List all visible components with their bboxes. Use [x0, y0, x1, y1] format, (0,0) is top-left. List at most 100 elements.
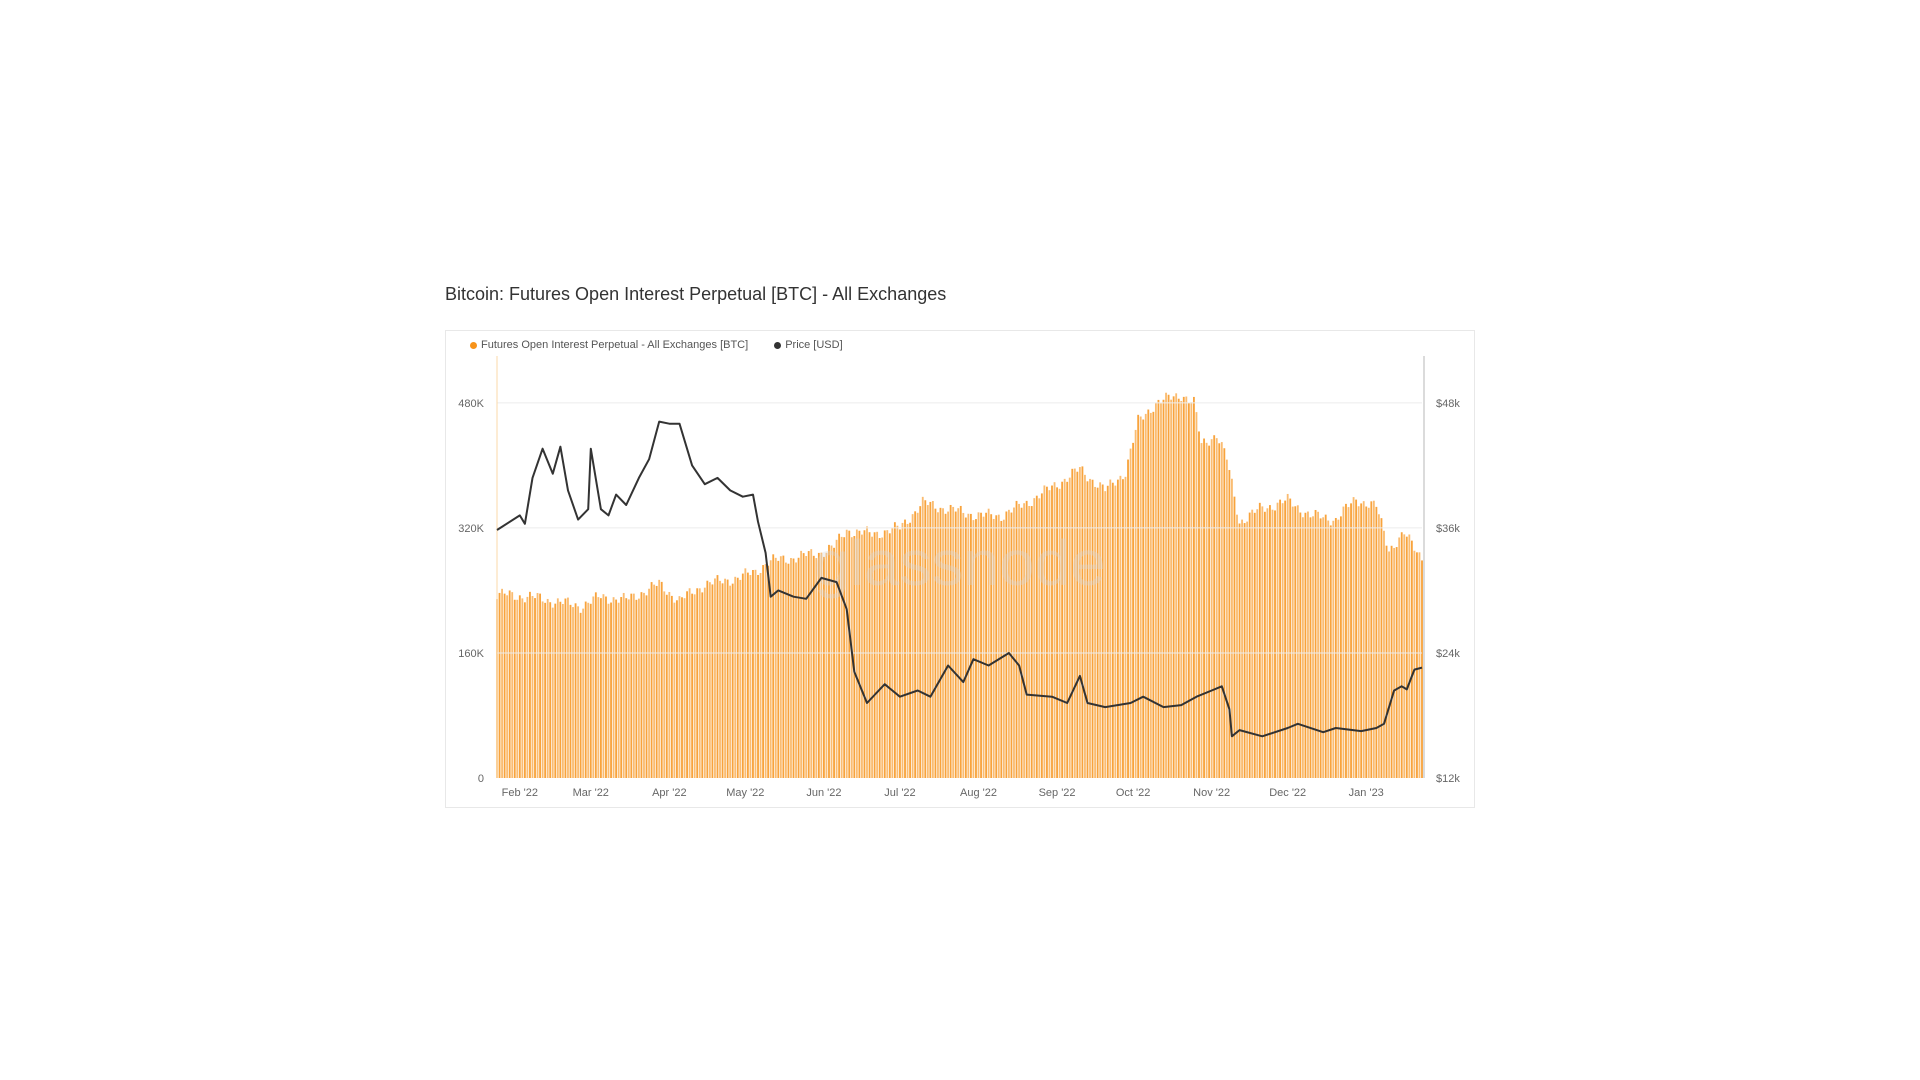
open-interest-bar [716, 575, 719, 778]
open-interest-bar [792, 558, 795, 778]
open-interest-bar [934, 508, 937, 778]
open-interest-bar [660, 581, 663, 778]
legend-item-open-interest[interactable]: Futures Open Interest Perpetual - All Ex… [470, 339, 748, 351]
open-interest-bar [954, 511, 957, 778]
open-interest-bar [1205, 442, 1208, 778]
open-interest-bar [762, 565, 765, 778]
open-interest-bar [1317, 511, 1320, 778]
open-interest-bar [924, 500, 927, 778]
open-interest-bar [1172, 396, 1175, 778]
open-interest-bar [1370, 501, 1373, 778]
open-interest-bar [777, 560, 780, 778]
open-interest-bar [1398, 537, 1401, 778]
open-interest-bar [579, 612, 582, 778]
open-interest-bar [937, 512, 939, 778]
open-interest-bar [1203, 438, 1205, 778]
open-interest-bar [952, 506, 955, 778]
open-interest-bar [551, 607, 554, 778]
open-interest-bar [1139, 416, 1142, 778]
price-line [496, 420, 1423, 738]
open-interest-bar [1334, 517, 1337, 778]
open-interest-bar [1157, 399, 1160, 778]
open-interest-bar [1284, 500, 1287, 778]
open-interest-bar [1380, 518, 1383, 778]
open-interest-bar [663, 591, 666, 778]
open-interest-bar [1038, 498, 1041, 778]
open-interest-bar [1400, 532, 1403, 778]
open-interest-bar [840, 536, 843, 778]
open-interest-bar [676, 600, 678, 778]
open-interest-bar [594, 592, 597, 778]
open-interest-bar [1099, 482, 1102, 778]
open-interest-bar [668, 591, 671, 778]
open-interest-bar [1165, 392, 1167, 778]
open-interest-bar [992, 518, 995, 778]
open-interest-bar [977, 512, 980, 778]
open-interest-bar [518, 595, 521, 778]
open-interest-bar [1081, 466, 1084, 778]
open-interest-bar [1200, 443, 1203, 778]
open-interest-bar [931, 501, 934, 778]
open-interest-bar [1180, 400, 1183, 778]
open-interest-bar [1010, 512, 1013, 778]
open-interest-bar [630, 593, 633, 778]
legend-item-price[interactable]: Price [USD] [774, 339, 843, 351]
open-interest-bar [1372, 500, 1375, 778]
open-interest-bar [1314, 509, 1317, 778]
open-interest-bar [1299, 512, 1302, 778]
open-interest-bar [1048, 490, 1051, 778]
open-interest-bar [1281, 503, 1284, 778]
x-tick-label: Dec '22 [1269, 787, 1306, 799]
open-interest-bar [1086, 481, 1089, 778]
open-interest-bar [754, 569, 757, 778]
open-interest-bar [1190, 402, 1193, 778]
open-interest-bar [706, 580, 709, 778]
open-interest-bar [1208, 445, 1211, 778]
open-interest-bar [1076, 471, 1079, 778]
open-interest-bar [559, 601, 562, 778]
y-right-tick-label: $36k [1436, 523, 1460, 535]
dark-dot-icon [774, 341, 782, 349]
open-interest-bar [501, 588, 503, 778]
open-interest-bar [1046, 486, 1048, 778]
open-interest-bar [904, 519, 906, 778]
open-interest-bar [638, 598, 640, 778]
open-interest-bar [843, 537, 846, 778]
open-interest-bar [1388, 551, 1390, 778]
open-interest-bar [749, 575, 752, 778]
open-interest-bar [620, 597, 623, 778]
y-left-tick-label: 160K [458, 648, 484, 660]
open-interest-bar [1053, 482, 1056, 778]
open-interest-bar [577, 606, 580, 778]
open-interest-bar [567, 597, 569, 778]
open-interest-bar [774, 557, 777, 778]
open-interest-bar [744, 568, 747, 778]
open-interest-bar [589, 603, 592, 778]
open-interest-bar [1301, 517, 1304, 778]
open-interest-bar [1073, 468, 1076, 778]
open-interest-bar [1248, 512, 1251, 778]
x-tick-label: Aug '22 [960, 787, 997, 799]
open-interest-bar [526, 596, 529, 778]
open-interest-bar [1213, 435, 1216, 778]
open-interest-bar [739, 579, 742, 778]
open-interest-bar [635, 599, 638, 778]
open-interest-bar [1233, 496, 1236, 778]
open-interest-bar [1061, 481, 1064, 778]
open-interest-bar [1228, 470, 1231, 778]
open-interest-bar [1390, 545, 1393, 778]
open-interest-bar [708, 582, 711, 778]
open-interest-bar [554, 603, 557, 778]
open-interest-bar [711, 584, 714, 778]
y-left-tick-label: 480K [458, 398, 484, 410]
open-interest-bar [508, 590, 511, 778]
open-interest-bar [823, 556, 825, 778]
open-interest-bar [987, 508, 990, 778]
open-interest-bar [1185, 396, 1188, 778]
open-interest-bar [734, 576, 737, 778]
open-interest-bar [602, 594, 605, 778]
open-interest-bar [990, 514, 993, 778]
open-interest-bar [1276, 502, 1279, 778]
open-interest-bar [866, 526, 868, 778]
open-interest-bar [1056, 487, 1058, 778]
